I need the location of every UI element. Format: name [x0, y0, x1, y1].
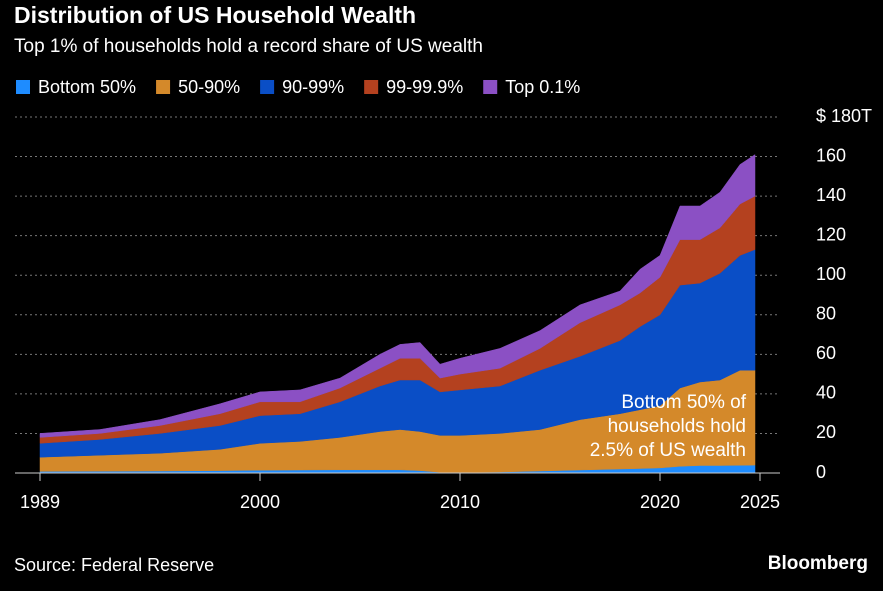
- y-tick-label: 120: [816, 224, 846, 244]
- legend-label: 50-90%: [178, 77, 240, 97]
- legend-swatch: [364, 80, 379, 94]
- legend-label: Bottom 50%: [38, 77, 136, 97]
- y-tick-label: 0: [816, 462, 826, 482]
- legend-label: 90-99%: [282, 77, 344, 97]
- annotation: households hold: [608, 416, 746, 437]
- y-tick-label: 80: [816, 304, 836, 324]
- x-tick-label: 2010: [440, 492, 480, 512]
- source: Source: Federal Reserve: [14, 555, 214, 575]
- y-tick-label: $ 180T: [816, 106, 872, 126]
- annotation: 2.5% of US wealth: [590, 440, 746, 461]
- legend-swatch: [483, 80, 498, 94]
- legend-swatch: [260, 80, 275, 94]
- legend: Bottom 50% 50-90% 90-99% 99-99.9% Top 0.1%: [16, 77, 580, 97]
- brand: Bloomberg: [768, 553, 868, 574]
- legend-label: Top 0.1%: [505, 77, 580, 97]
- y-tick-label: 100: [816, 264, 846, 284]
- x-tick-label: 2000: [240, 492, 280, 512]
- plot-area: [39, 154, 756, 474]
- y-tick-label: 20: [816, 422, 836, 442]
- y-tick-label: 160: [816, 145, 846, 165]
- annotation: Bottom 50% of: [621, 392, 746, 413]
- y-tick-label: 40: [816, 383, 836, 403]
- legend-swatch: [156, 80, 171, 94]
- y-tick-label: 140: [816, 185, 846, 205]
- y-tick-label: 60: [816, 343, 836, 363]
- chart-title: Distribution of US Household Wealth: [14, 2, 416, 28]
- area: [39, 154, 756, 438]
- x-tick-label: 2025: [740, 492, 780, 512]
- x-tick-label: 1989: [20, 492, 60, 512]
- x-tick-label: 2020: [640, 492, 680, 512]
- legend-swatch: [16, 80, 30, 94]
- axes: 0 20 40 60 80 100 120 140 160 $ 180T 1989 2000 2010 2…: [15, 106, 872, 512]
- legend-label: 99-99.9%: [386, 77, 463, 97]
- chart-subtitle: Top 1% of households hold a record share…: [14, 36, 483, 57]
